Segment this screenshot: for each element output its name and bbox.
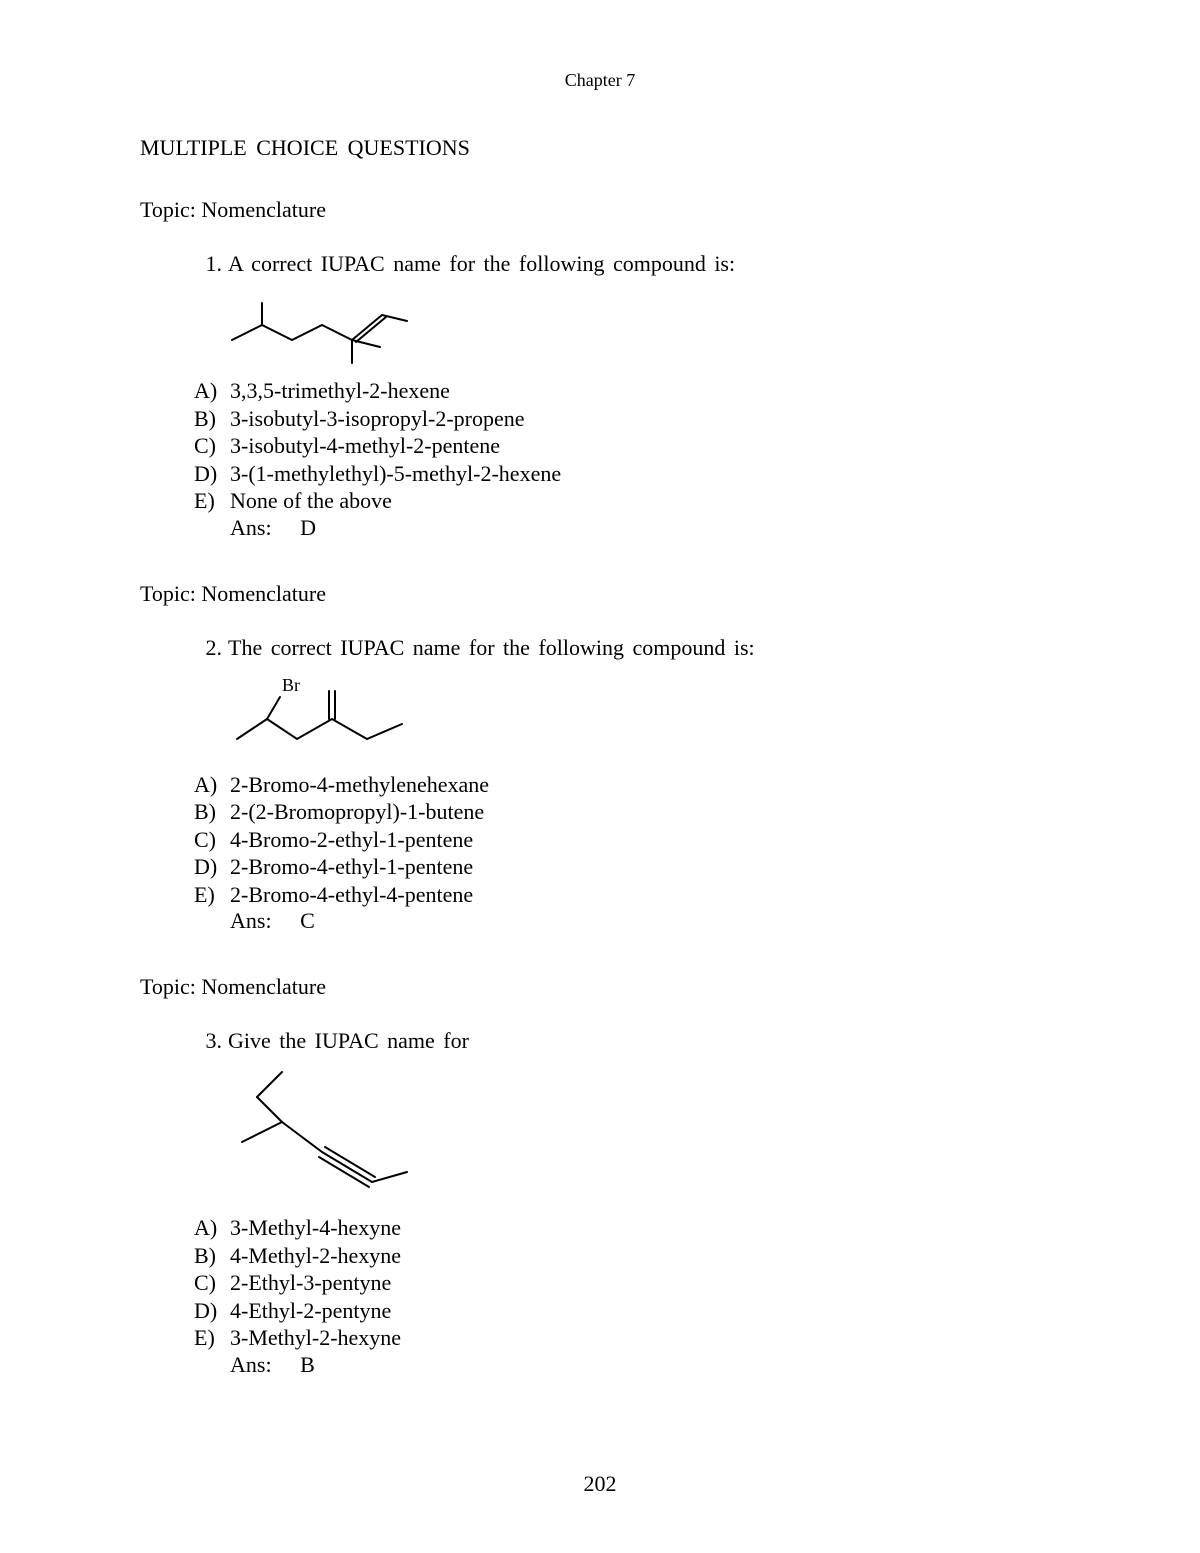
option-e: E) 2-Bromo-4-ethyl-4-pentene (194, 881, 1060, 909)
option-letter: D) (194, 460, 230, 488)
answer-row: Ans: B (230, 1352, 1060, 1378)
question-number: 1. (194, 251, 222, 277)
option-letter: E) (194, 487, 230, 515)
option-b: B) 4-Methyl-2-hexyne (194, 1242, 1060, 1270)
answer-label: Ans: (230, 908, 272, 933)
option-e: E) None of the above (194, 487, 1060, 515)
option-text: 3-Methyl-2-hexyne (230, 1324, 401, 1352)
option-text: 4-Methyl-2-hexyne (230, 1242, 401, 1270)
option-a: A) 3,3,5-trimethyl-2-hexene (194, 377, 1060, 405)
option-letter: D) (194, 853, 230, 881)
option-text: 3-isobutyl-4-methyl-2-pentene (230, 432, 500, 460)
question-2: 2. The correct IUPAC name for the follow… (194, 635, 1060, 935)
option-text: 4-Ethyl-2-pentyne (230, 1297, 391, 1325)
option-letter: C) (194, 826, 230, 854)
answer-value: B (300, 1352, 315, 1377)
option-letter: B) (194, 1242, 230, 1270)
option-c: C) 2-Ethyl-3-pentyne (194, 1269, 1060, 1297)
option-text: 2-Bromo-4-methylenehexane (230, 771, 489, 799)
topic-label: Topic: Nomenclature (140, 197, 1060, 223)
option-text: None of the above (230, 487, 392, 515)
option-text: 3-(1-methylethyl)-5-methyl-2-hexene (230, 460, 561, 488)
answer-label: Ans: (230, 515, 272, 540)
question-number: 3. (194, 1028, 222, 1054)
answer-row: Ans: D (230, 515, 1060, 541)
option-b: B) 2-(2-Bromopropyl)-1-butene (194, 798, 1060, 826)
option-letter: E) (194, 881, 230, 909)
chemical-structure-2: Br (222, 669, 1060, 759)
page-number: 202 (0, 1471, 1200, 1497)
option-d: D) 2-Bromo-4-ethyl-1-pentene (194, 853, 1060, 881)
option-b: B) 3-isobutyl-3-isopropyl-2-propene (194, 405, 1060, 433)
option-letter: A) (194, 377, 230, 405)
topic-label: Topic: Nomenclature (140, 581, 1060, 607)
option-text: 3-isobutyl-3-isopropyl-2-propene (230, 405, 525, 433)
option-d: D) 3-(1-methylethyl)-5-methyl-2-hexene (194, 460, 1060, 488)
option-text: 3,3,5-trimethyl-2-hexene (230, 377, 450, 405)
section-title: MULTIPLE CHOICE QUESTIONS (140, 135, 1060, 161)
topic-label: Topic: Nomenclature (140, 974, 1060, 1000)
answer-value: C (300, 908, 315, 933)
answer-label: Ans: (230, 1352, 272, 1377)
option-letter: C) (194, 432, 230, 460)
option-letter: B) (194, 405, 230, 433)
option-text: 4-Bromo-2-ethyl-1-pentene (230, 826, 473, 854)
br-label: Br (282, 675, 300, 695)
chapter-header: Chapter 7 (140, 70, 1060, 91)
answer-value: D (300, 515, 316, 540)
question-1: 1. A correct IUPAC name for the followin… (194, 251, 1060, 541)
page: Chapter 7 MULTIPLE CHOICE QUESTIONS Topi… (0, 0, 1200, 1553)
option-a: A) 2-Bromo-4-methylenehexane (194, 771, 1060, 799)
question-number: 2. (194, 635, 222, 661)
question-stem: Give the IUPAC name for (228, 1028, 469, 1054)
option-text: 2-(2-Bromopropyl)-1-butene (230, 798, 484, 826)
option-letter: B) (194, 798, 230, 826)
question-stem: The correct IUPAC name for the following… (228, 635, 755, 661)
option-c: C) 3-isobutyl-4-methyl-2-pentene (194, 432, 1060, 460)
chemical-structure-3 (222, 1062, 1060, 1202)
answer-row: Ans: C (230, 908, 1060, 934)
option-letter: A) (194, 771, 230, 799)
option-letter: E) (194, 1324, 230, 1352)
question-3: 3. Give the IUPAC name for (194, 1028, 1060, 1378)
option-letter: C) (194, 1269, 230, 1297)
option-text: 3-Methyl-4-hexyne (230, 1214, 401, 1242)
chemical-structure-1 (222, 285, 1060, 365)
option-text: 2-Bromo-4-ethyl-1-pentene (230, 853, 473, 881)
option-text: 2-Bromo-4-ethyl-4-pentene (230, 881, 473, 909)
option-text: 2-Ethyl-3-pentyne (230, 1269, 391, 1297)
option-letter: A) (194, 1214, 230, 1242)
option-c: C) 4-Bromo-2-ethyl-1-pentene (194, 826, 1060, 854)
option-d: D) 4-Ethyl-2-pentyne (194, 1297, 1060, 1325)
option-e: E) 3-Methyl-2-hexyne (194, 1324, 1060, 1352)
question-stem: A correct IUPAC name for the following c… (228, 251, 735, 277)
option-letter: D) (194, 1297, 230, 1325)
option-a: A) 3-Methyl-4-hexyne (194, 1214, 1060, 1242)
